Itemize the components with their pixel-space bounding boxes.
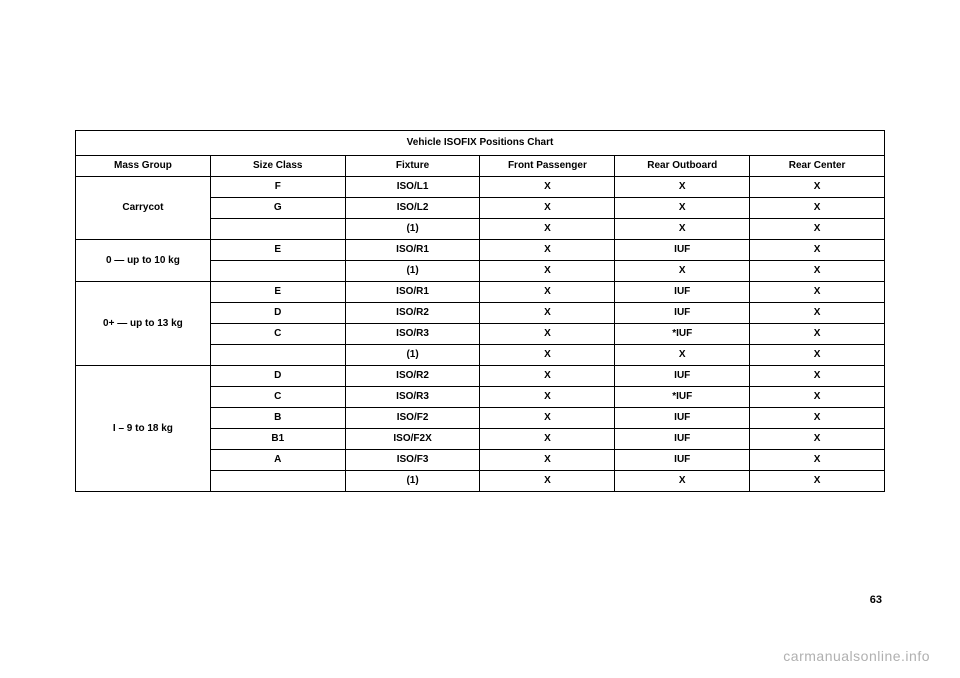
mass-group-cell: 0 — up to 10 kg <box>76 240 211 282</box>
column-header: Mass Group <box>76 156 211 177</box>
data-cell: *IUF <box>615 387 750 408</box>
column-header: Rear Center <box>750 156 885 177</box>
data-cell: X <box>750 408 885 429</box>
data-cell: X <box>750 366 885 387</box>
data-cell: X <box>480 471 615 492</box>
data-cell: E <box>210 240 345 261</box>
data-cell: ISO/R2 <box>345 366 480 387</box>
data-cell: X <box>480 387 615 408</box>
data-cell: IUF <box>615 450 750 471</box>
data-cell <box>210 345 345 366</box>
data-cell: IUF <box>615 303 750 324</box>
data-cell: D <box>210 366 345 387</box>
table-title: Vehicle ISOFIX Positions Chart <box>76 131 885 156</box>
data-cell: ISO/R1 <box>345 282 480 303</box>
mass-group-cell: Carrycot <box>76 177 211 240</box>
data-cell: ISO/L2 <box>345 198 480 219</box>
data-cell: B1 <box>210 429 345 450</box>
data-cell: X <box>480 345 615 366</box>
watermark: carmanualsonline.info <box>783 648 930 664</box>
data-cell: X <box>750 429 885 450</box>
column-header: Fixture <box>345 156 480 177</box>
data-cell: X <box>750 177 885 198</box>
data-cell: X <box>480 429 615 450</box>
data-cell: ISO/R1 <box>345 240 480 261</box>
data-cell: X <box>615 198 750 219</box>
data-cell: X <box>615 345 750 366</box>
data-cell: X <box>615 177 750 198</box>
data-cell: X <box>750 198 885 219</box>
data-cell: X <box>480 324 615 345</box>
isofix-table-container: Vehicle ISOFIX Positions ChartMass Group… <box>75 130 885 492</box>
data-cell: X <box>480 240 615 261</box>
data-cell: ISO/F3 <box>345 450 480 471</box>
data-cell: IUF <box>615 408 750 429</box>
column-header: Size Class <box>210 156 345 177</box>
isofix-positions-table: Vehicle ISOFIX Positions ChartMass Group… <box>75 130 885 492</box>
data-cell: IUF <box>615 240 750 261</box>
data-cell: X <box>750 240 885 261</box>
data-cell: (1) <box>345 219 480 240</box>
data-cell: X <box>480 408 615 429</box>
data-cell: X <box>750 345 885 366</box>
data-cell: X <box>480 366 615 387</box>
data-cell: C <box>210 324 345 345</box>
data-cell: G <box>210 198 345 219</box>
data-cell: ISO/R2 <box>345 303 480 324</box>
data-cell: X <box>480 303 615 324</box>
data-cell: X <box>750 261 885 282</box>
data-cell: *IUF <box>615 324 750 345</box>
data-cell <box>210 471 345 492</box>
data-cell: IUF <box>615 282 750 303</box>
page: Vehicle ISOFIX Positions ChartMass Group… <box>0 0 960 678</box>
data-cell: F <box>210 177 345 198</box>
mass-group-cell: 0+ — up to 13 kg <box>76 282 211 366</box>
data-cell: (1) <box>345 471 480 492</box>
data-cell: X <box>750 303 885 324</box>
data-cell: ISO/L1 <box>345 177 480 198</box>
data-cell: X <box>750 324 885 345</box>
column-header: Rear Outboard <box>615 156 750 177</box>
data-cell: X <box>615 219 750 240</box>
data-cell: X <box>615 261 750 282</box>
data-cell: X <box>480 261 615 282</box>
data-cell: X <box>480 219 615 240</box>
data-cell: E <box>210 282 345 303</box>
data-cell: D <box>210 303 345 324</box>
data-cell: (1) <box>345 345 480 366</box>
data-cell <box>210 261 345 282</box>
data-cell: X <box>750 219 885 240</box>
data-cell: X <box>615 471 750 492</box>
data-cell: X <box>480 282 615 303</box>
data-cell: X <box>480 198 615 219</box>
data-cell: B <box>210 408 345 429</box>
data-cell: X <box>480 450 615 471</box>
data-cell: ISO/R3 <box>345 387 480 408</box>
data-cell: IUF <box>615 366 750 387</box>
data-cell <box>210 219 345 240</box>
data-cell: X <box>750 282 885 303</box>
data-cell: X <box>480 177 615 198</box>
data-cell: ISO/F2 <box>345 408 480 429</box>
data-cell: X <box>750 471 885 492</box>
page-number: 63 <box>870 594 882 606</box>
data-cell: X <box>750 450 885 471</box>
data-cell: C <box>210 387 345 408</box>
data-cell: A <box>210 450 345 471</box>
data-cell: IUF <box>615 429 750 450</box>
data-cell: ISO/F2X <box>345 429 480 450</box>
mass-group-cell: I – 9 to 18 kg <box>76 366 211 492</box>
data-cell: (1) <box>345 261 480 282</box>
data-cell: ISO/R3 <box>345 324 480 345</box>
column-header: Front Passenger <box>480 156 615 177</box>
data-cell: X <box>750 387 885 408</box>
